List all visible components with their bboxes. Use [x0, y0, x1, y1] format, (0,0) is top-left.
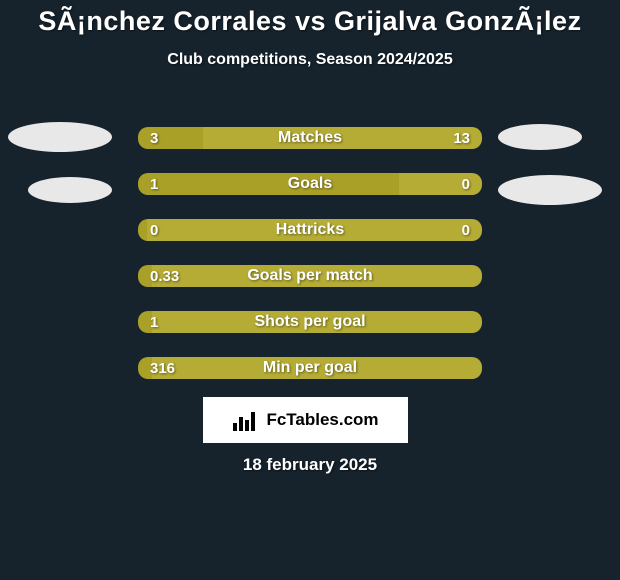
stat-value-left: 1	[150, 173, 158, 195]
stat-value-right: 0	[462, 219, 470, 241]
stat-value-left: 316	[150, 357, 175, 379]
stat-bar-right	[147, 219, 482, 241]
player-photo-placeholder	[28, 177, 112, 203]
comparison-subtitle: Club competitions, Season 2024/2025	[0, 51, 620, 69]
stat-bar-right	[152, 265, 482, 287]
stat-value-left: 1	[150, 311, 158, 333]
stat-row: Hattricks00	[138, 219, 482, 241]
stat-row: Min per goal316	[138, 357, 482, 379]
stat-value-left: 0	[150, 219, 158, 241]
comparison-title: SÃ¡nchez Corrales vs Grijalva GonzÃ¡lez	[0, 0, 620, 37]
stat-value-right: 13	[453, 127, 470, 149]
player-photo-placeholder	[8, 122, 112, 152]
logo-text: FcTables.com	[266, 410, 378, 430]
stat-row: Shots per goal1	[138, 311, 482, 333]
stat-bar-right	[152, 357, 482, 379]
stat-value-left: 0.33	[150, 265, 179, 287]
player-photo-placeholder	[498, 175, 602, 205]
stat-bar-left	[138, 219, 147, 241]
logo-box: FcTables.com	[203, 397, 408, 443]
player-photo-placeholder	[498, 124, 582, 150]
stats-panel: Matches313Goals10Hattricks00Goals per ma…	[138, 127, 482, 403]
stat-bar-right	[152, 311, 482, 333]
stat-bar-left	[138, 127, 203, 149]
stat-row: Goals10	[138, 173, 482, 195]
bars-icon	[232, 409, 260, 431]
footer-date: 18 february 2025	[0, 455, 620, 475]
stat-value-left: 3	[150, 127, 158, 149]
stat-value-right: 0	[462, 173, 470, 195]
stat-row: Goals per match0.33	[138, 265, 482, 287]
stat-row: Matches313	[138, 127, 482, 149]
stat-bar-left	[138, 173, 399, 195]
stat-bar-right	[203, 127, 483, 149]
